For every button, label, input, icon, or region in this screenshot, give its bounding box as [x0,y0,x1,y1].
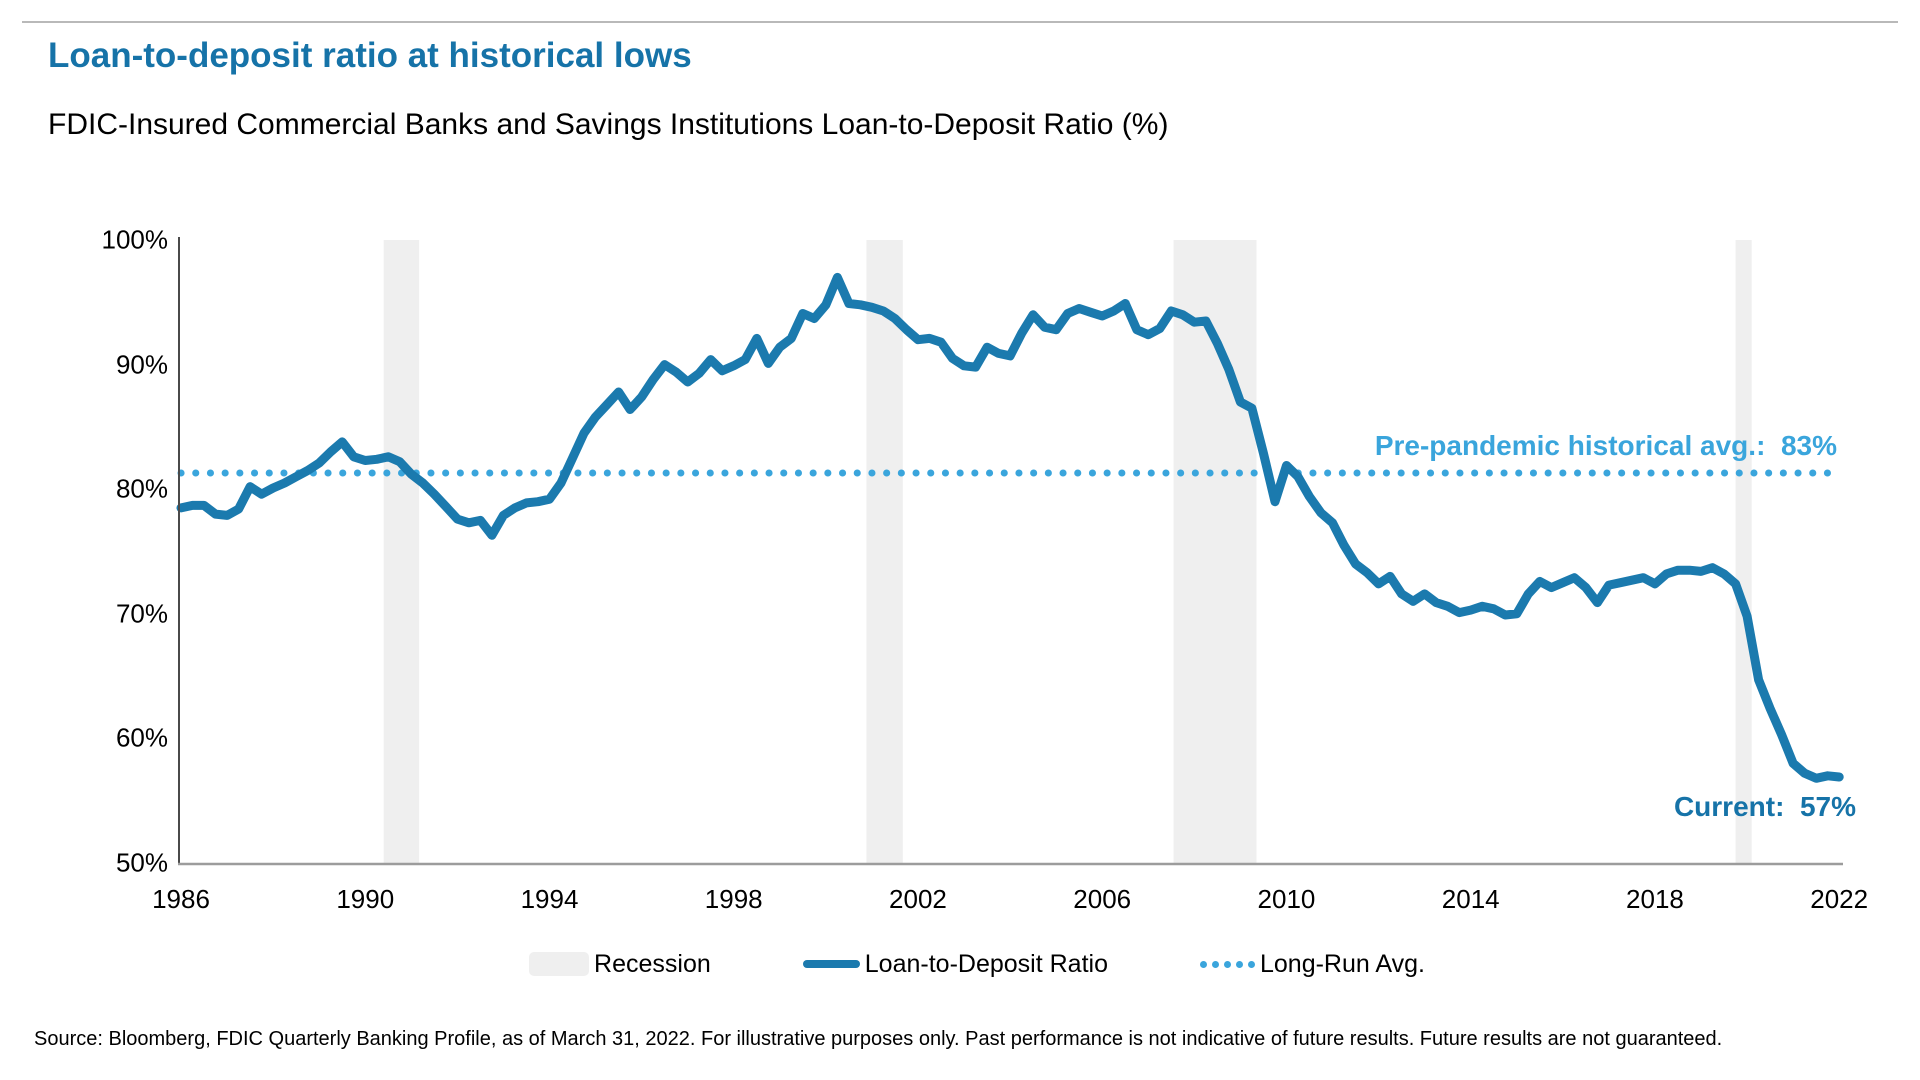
source-note: Source: Bloomberg, FDIC Quarterly Bankin… [34,1028,1723,1050]
x-tick-label: 1994 [520,884,579,914]
recession-band [866,240,903,864]
x-tick-label: 1986 [152,884,210,914]
legend-item-loan-to-deposit: Loan-to-Deposit Ratio [802,949,1108,979]
y-tick-label: 90% [115,349,168,380]
x-tick-label: 1998 [704,884,763,914]
line-swatch [802,960,860,968]
x-tick-label: 2018 [1626,884,1684,914]
recession-band [383,240,420,864]
x-tick-label: 2002 [889,884,947,914]
x-tick-label: 2006 [1073,884,1132,914]
x-tick-label: 1990 [336,884,395,914]
loan-to-deposit-line [176,272,1844,783]
recession-swatch [529,952,590,976]
legend-item-recession: Recession [529,950,711,979]
chart-subtitle: FDIC-Insured Commercial Banks and Saving… [48,108,1169,141]
legend-label-recession: Recession [594,949,711,978]
recession-band [1735,240,1752,864]
avg-annotation: Pre-pandemic historical avg.: 83% [1374,430,1837,461]
y-tick-label: 80% [115,473,168,504]
dotted-line-swatch [1199,960,1255,968]
legend: Recession Loan-to-Deposit Ratio Long-Run… [17,941,1920,987]
y-tick-label: 50% [115,847,168,878]
top-border-line [22,21,1898,23]
current-annotation: Current: 57% [1673,791,1856,822]
y-tick-label: 70% [115,598,168,629]
x-tick-label: 2014 [1441,884,1500,914]
legend-label-loan-to-deposit: Loan-to-Deposit Ratio [864,949,1108,978]
legend-label-long-run-avg: Long-Run Avg. [1259,949,1425,978]
x-tick-label: 2022 [1810,884,1869,914]
chart-title: Loan-to-deposit ratio at historical lows [48,36,692,75]
y-tick-label: 100% [101,224,169,255]
x-tick-label: 2010 [1257,884,1316,914]
legend-item-long-run-avg: Long-Run Avg. [1199,949,1425,979]
y-tick-label: 60% [115,722,168,753]
